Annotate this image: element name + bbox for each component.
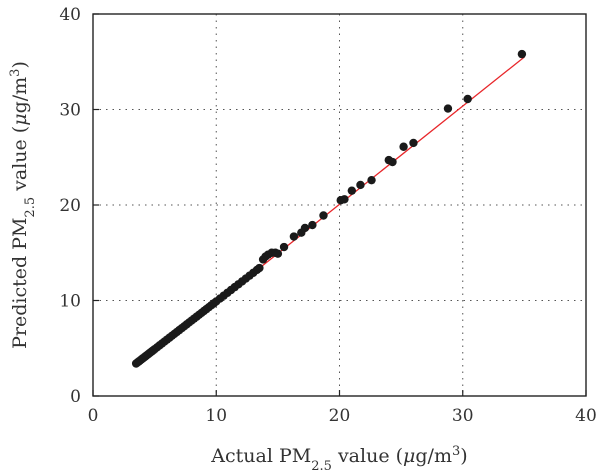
y-tick-label: 30 bbox=[59, 101, 81, 121]
data-point bbox=[289, 232, 299, 241]
y-tick-label: 20 bbox=[59, 196, 81, 216]
data-point bbox=[273, 249, 283, 258]
data-point bbox=[319, 211, 328, 220]
data-point bbox=[308, 220, 317, 230]
data-point bbox=[356, 180, 365, 190]
data-point bbox=[517, 49, 527, 59]
data-point bbox=[279, 242, 289, 252]
data-point bbox=[255, 263, 264, 273]
axes bbox=[92, 13, 587, 397]
x-tick-label: 30 bbox=[452, 406, 474, 426]
x-axis-title: Actual PM2.5 value (μg/m3) bbox=[210, 444, 467, 474]
data-point bbox=[347, 186, 357, 195]
y-tick-label: 40 bbox=[59, 5, 81, 25]
gridlines bbox=[93, 14, 586, 396]
x-tick-label: 20 bbox=[329, 406, 351, 426]
data-point bbox=[443, 104, 453, 113]
axis-labels: 0 10 20 30 40 0 10 20 30 40 Actual PM2.5 value (μg… bbox=[8, 5, 597, 474]
y-tick-label: 10 bbox=[59, 292, 81, 312]
data-point bbox=[300, 223, 310, 233]
x-tick-label: 10 bbox=[205, 406, 227, 426]
data-points bbox=[131, 49, 527, 368]
data-point bbox=[463, 94, 472, 104]
data-point bbox=[340, 195, 349, 204]
data-point bbox=[409, 138, 418, 148]
data-point bbox=[399, 142, 408, 151]
y-tick-label: 0 bbox=[70, 387, 81, 407]
x-tick-label: 40 bbox=[575, 406, 597, 426]
data-point bbox=[367, 175, 376, 185]
data-point bbox=[388, 157, 397, 167]
x-tick-label: 0 bbox=[88, 406, 99, 426]
y-axis-title: Predicted PM2.5 value (μg/m3) bbox=[8, 61, 38, 349]
